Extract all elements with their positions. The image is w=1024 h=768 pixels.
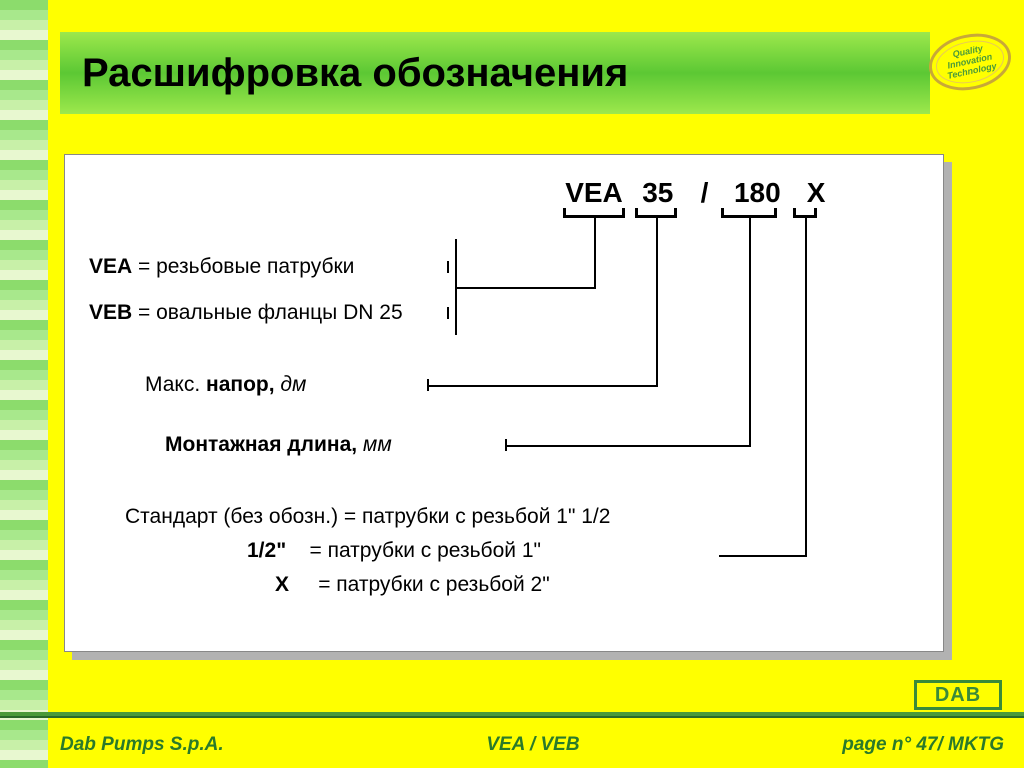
connector	[447, 307, 449, 319]
connector	[505, 445, 749, 447]
footer-company: Dab Pumps S.p.A.	[60, 734, 224, 756]
quality-badge-icon: Quality Innovation Technology	[926, 28, 1014, 96]
footer-product: VEA / VEB	[486, 734, 579, 756]
footer: Dab Pumps S.p.A. VEA / VEB page n° 47/ M…	[0, 726, 1024, 768]
connector	[719, 555, 805, 557]
label-head-pre: Макс.	[145, 373, 206, 396]
label-half-inch-text: = патрубки с резьбой 1"	[286, 539, 541, 562]
label-x-code: X	[275, 573, 289, 596]
connector	[805, 217, 807, 557]
label-head-bold: напор,	[206, 373, 275, 396]
code-designation: VEA 35 / 180 X	[563, 177, 836, 209]
footer-page: page n° 47/ MKTG	[842, 734, 1004, 756]
label-veb: VEB = овальные фланцы DN 25	[89, 301, 403, 325]
connector	[656, 217, 658, 387]
label-half-inch: 1/2" = патрубки с резьбой 1"	[247, 539, 541, 563]
footer-divider-2	[0, 716, 1024, 718]
connector	[749, 217, 751, 447]
code-separator: /	[691, 177, 719, 209]
page-title: Расшифровка обозначения	[82, 51, 628, 96]
label-half-inch-code: 1/2"	[247, 539, 286, 562]
label-length-unit: мм	[357, 433, 392, 456]
connector	[594, 217, 596, 289]
label-x: X = патрубки с резьбой 2"	[275, 573, 550, 597]
title-bar: Расшифровка обозначения	[60, 32, 930, 114]
label-length: Монтажная длина, мм	[165, 433, 392, 457]
label-vea-code: VEA	[89, 255, 132, 278]
label-length-bold: Монтажная длина,	[165, 433, 357, 456]
connector	[427, 385, 656, 387]
connector	[447, 261, 449, 273]
label-head-unit: дм	[275, 373, 307, 396]
label-standard: Стандарт (без обозн.) = патрубки с резьб…	[125, 505, 610, 529]
left-stripe-decoration	[0, 0, 48, 768]
code-seg-suffix: X	[796, 177, 836, 209]
label-x-text: = патрубки с резьбой 2"	[289, 573, 550, 596]
label-veb-text: = овальные фланцы DN 25	[132, 301, 402, 324]
label-vea: VEA = резьбовые патрубки	[89, 255, 354, 279]
content-panel: VEA 35 / 180 X VEA = резьбовые патрубки …	[64, 154, 944, 652]
dab-logo: DAB	[914, 680, 1002, 710]
label-veb-code: VEB	[89, 301, 132, 324]
code-seg-head: 35	[633, 177, 683, 209]
connector	[455, 287, 594, 289]
code-seg-length: 180	[726, 177, 788, 209]
label-vea-text: = резьбовые патрубки	[132, 255, 354, 278]
code-seg-model: VEA	[563, 177, 625, 209]
label-head: Макс. напор, дм	[145, 373, 306, 397]
